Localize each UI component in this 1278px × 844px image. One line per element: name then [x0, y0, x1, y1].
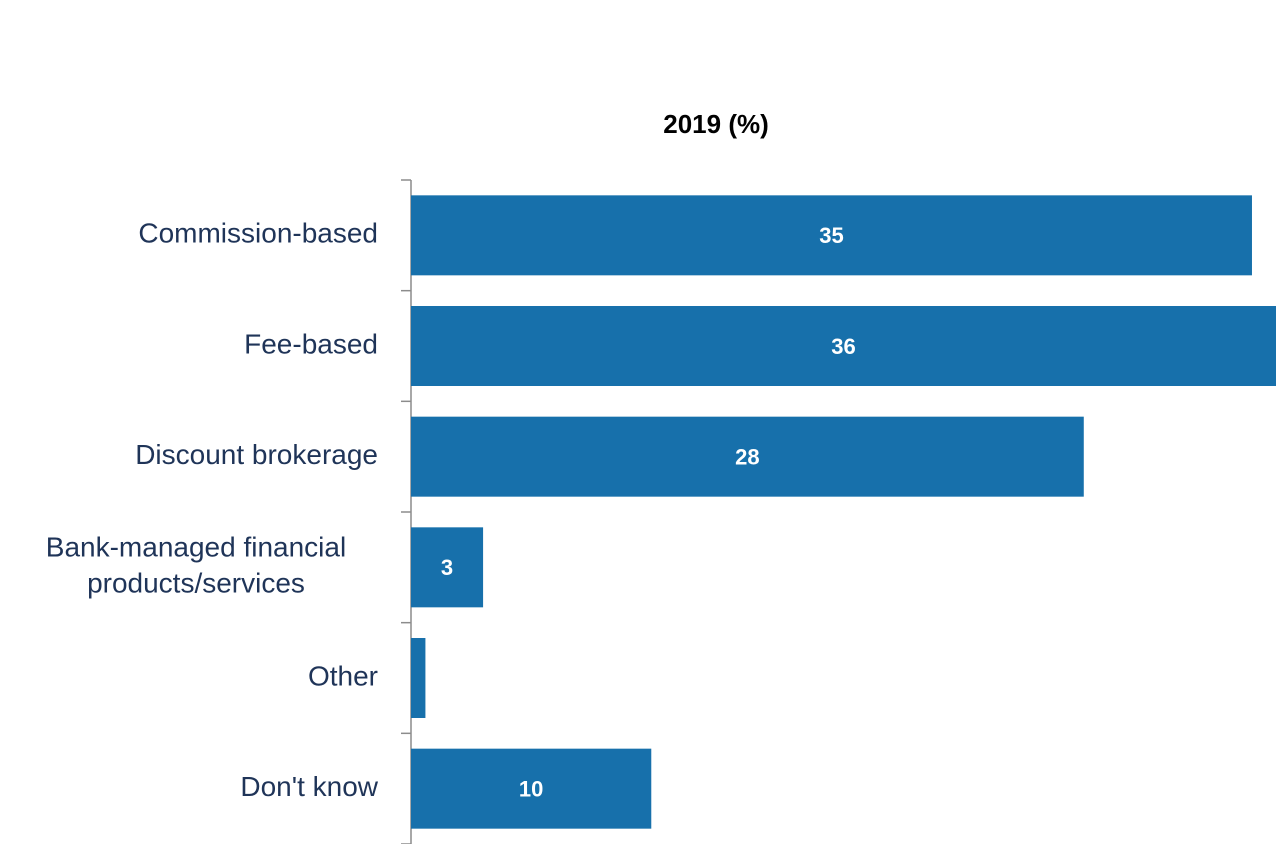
category-label: Bank-managed financial products/services	[46, 532, 346, 599]
category-label: Fee-based	[244, 328, 378, 359]
bar	[411, 416, 1084, 497]
value-label: 36	[831, 334, 855, 359]
bar	[411, 195, 1252, 276]
value-label: 28	[735, 444, 759, 469]
category-label-line: products/services	[87, 568, 305, 599]
category-label-line: Bank-managed financial	[46, 532, 346, 563]
chart-title: 2019 (%)	[663, 109, 769, 139]
bar	[411, 306, 1276, 386]
value-label: 3	[441, 555, 453, 580]
value-label: 10	[519, 776, 543, 801]
category-label: Discount brokerage	[135, 439, 378, 470]
bar	[411, 748, 652, 829]
category-label: Don't know	[240, 771, 378, 802]
bar	[411, 527, 484, 608]
bar	[411, 638, 426, 718]
category-label: Commission-based	[138, 218, 378, 249]
value-label: 35	[819, 223, 843, 248]
category-label: Other	[308, 660, 378, 691]
